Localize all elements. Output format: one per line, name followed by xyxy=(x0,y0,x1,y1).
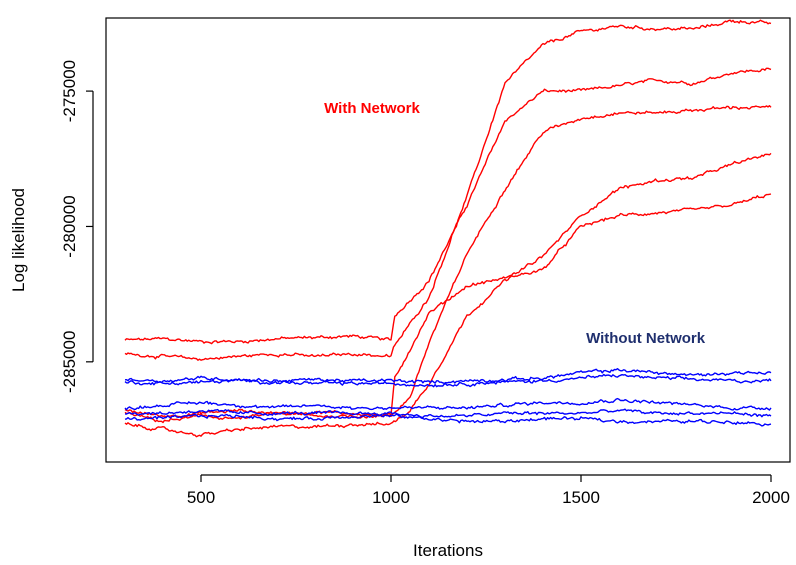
series-line-with-network-2 xyxy=(124,19,772,361)
series-line-with-network-1 xyxy=(124,67,772,345)
y-tick-label: -280000 xyxy=(60,195,79,257)
series-line-with-network-3 xyxy=(124,193,772,418)
x-tick-label: 2000 xyxy=(752,488,790,507)
series-line-with-network-4 xyxy=(124,105,772,424)
series-line-without-network-9 xyxy=(124,408,772,419)
annotation-label-1: With Network xyxy=(324,100,420,117)
y-tick-label: -285000 xyxy=(60,331,79,393)
y-tick-label: -275000 xyxy=(60,60,79,122)
series-line-without-network-7 xyxy=(124,373,772,388)
x-tick-label: 500 xyxy=(187,488,215,507)
x-tick-label: 1000 xyxy=(372,488,410,507)
x-tick-label: 1500 xyxy=(562,488,600,507)
series-line-with-network-5 xyxy=(124,152,772,438)
series-line-without-network-10 xyxy=(124,413,772,427)
annotation-layer: With Network Without Network xyxy=(324,100,706,347)
annotation-label-2: Without Network xyxy=(586,330,706,347)
y-axis-title: Log likelihood xyxy=(9,188,28,292)
plot-frame xyxy=(105,17,791,463)
series-layer xyxy=(124,19,772,438)
axis-layer: 500 1000 1500 2000 -285000 -280000 -275000 xyxy=(60,60,790,507)
series-line-without-network-8 xyxy=(124,397,772,411)
x-axis-title: Iterations xyxy=(413,541,483,560)
